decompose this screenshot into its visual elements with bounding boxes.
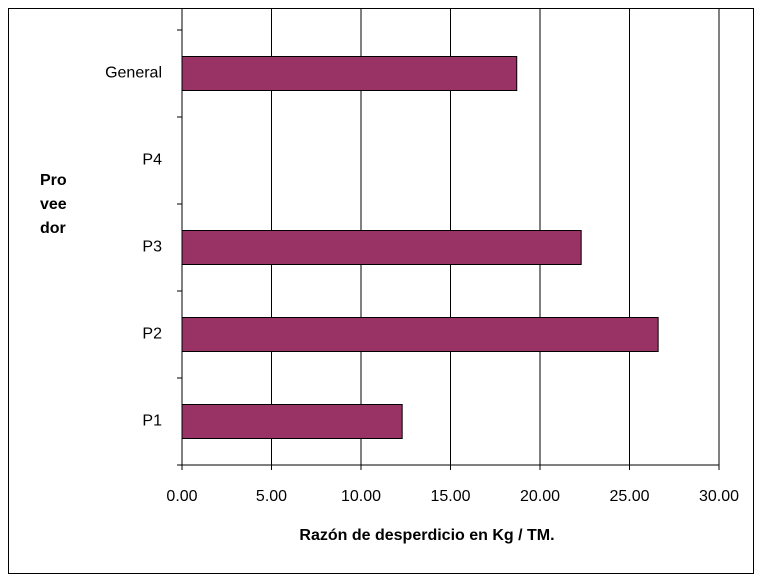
y-axis-label: vee [40, 196, 67, 213]
bar [181, 317, 659, 352]
y-tick-label: P4 [142, 152, 162, 169]
x-axis-label: Razón de desperdicio en Kg / TM. [299, 527, 554, 544]
x-tick-label: 30.00 [699, 488, 739, 505]
chart-border [8, 8, 754, 574]
y-tick-label: P1 [142, 413, 162, 430]
y-axis-label: dor [40, 220, 66, 237]
x-tick-label: 0.00 [166, 488, 197, 505]
x-tick-label: 5.00 [256, 488, 287, 505]
x-tick-label: 15.00 [430, 488, 470, 505]
x-tick-label: 10.00 [341, 488, 381, 505]
bar [181, 404, 403, 439]
x-tick-label: 25.00 [609, 488, 649, 505]
y-axis-label: Pro [40, 172, 67, 189]
y-tick-label: P3 [142, 239, 162, 256]
bar [181, 56, 518, 91]
bar [181, 230, 582, 265]
y-tick-label: General [105, 65, 162, 82]
x-tick-label: 20.00 [520, 488, 560, 505]
y-tick-label: P2 [142, 326, 162, 343]
